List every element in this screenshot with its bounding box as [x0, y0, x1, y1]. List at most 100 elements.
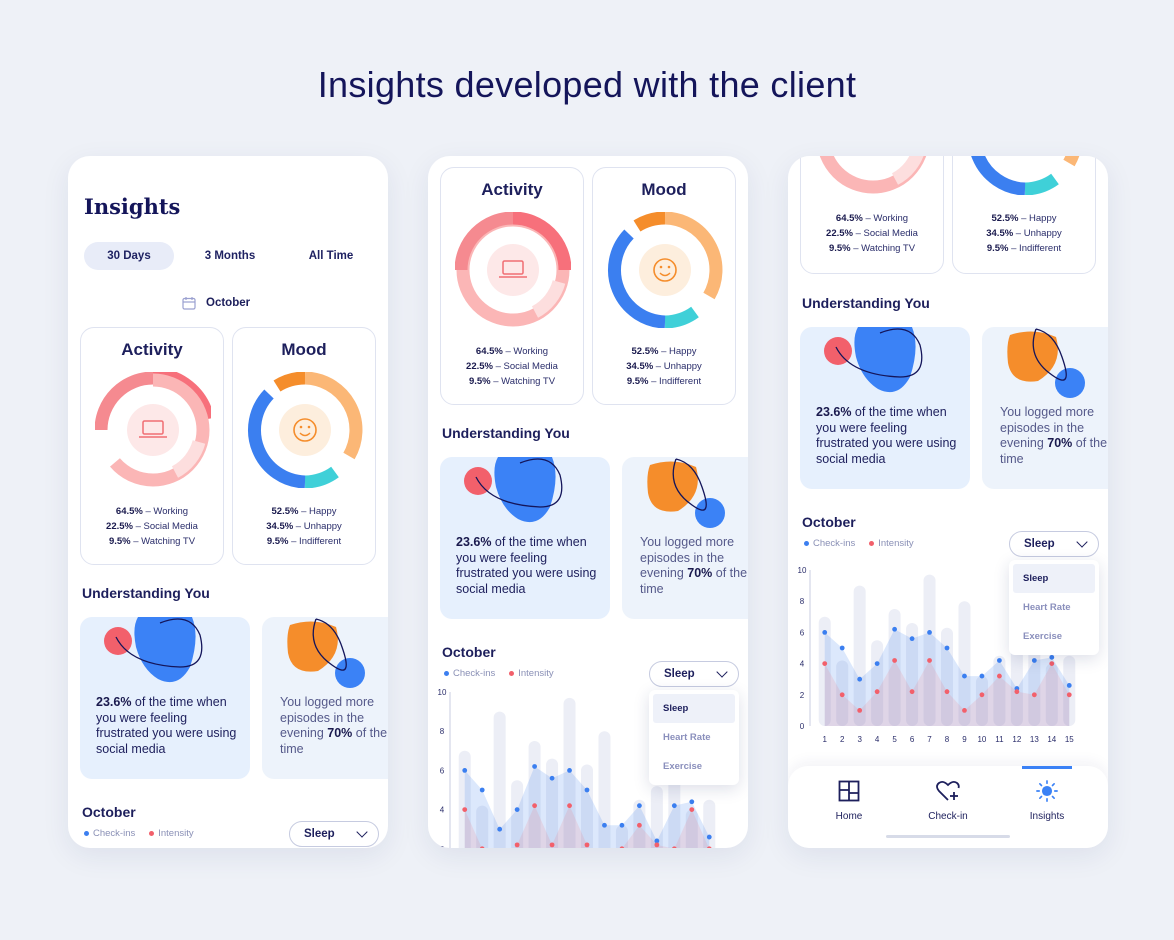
mood-donut: [608, 212, 723, 328]
x-tick-label: 12: [1012, 735, 1021, 744]
point-check-ins: [944, 645, 950, 651]
activity-card[interactable]: Activity 64.5% – Working 22.5% – Social …: [440, 167, 584, 405]
point-check-ins: [1049, 654, 1055, 660]
range-tabs: 30 Days 3 Months All Time: [84, 242, 376, 270]
point-intensity: [619, 846, 625, 848]
series-area-intensity: [464, 805, 709, 848]
point-check-ins: [979, 673, 985, 679]
x-tick-label: 2: [840, 735, 845, 744]
metric-select[interactable]: Sleep: [1009, 531, 1099, 557]
bar: [958, 601, 971, 726]
page-title: Insights: [84, 194, 181, 219]
chart-title: October: [442, 644, 496, 660]
active-tab-indicator: [1022, 766, 1072, 769]
legend-intensity: Intensity: [869, 538, 914, 549]
activity-legend: 64.5% – Working 22.5% – Social Media 9.5…: [106, 506, 198, 547]
blob-illustration: [824, 327, 923, 393]
point-intensity: [979, 692, 985, 698]
point-intensity: [822, 661, 828, 666]
mood-legend: 52.5% – Happy 34.5% – Unhappy 9.5% – Ind…: [986, 213, 1062, 254]
bar: [685, 809, 698, 848]
option-exercise[interactable]: Exercise: [663, 761, 703, 772]
tab-30-days[interactable]: 30 Days: [84, 242, 174, 270]
point-check-ins: [619, 822, 625, 828]
insight-text-social-media: 23.6% of the time when you were feeling …: [816, 405, 957, 466]
bar: [546, 758, 559, 848]
point-check-ins: [497, 826, 503, 832]
x-tick-label: 15: [1065, 735, 1074, 744]
bar: [650, 786, 663, 848]
tab-all-time[interactable]: All Time: [308, 250, 354, 262]
point-check-ins: [532, 764, 537, 769]
insight-text-evening: You logged more episodes in the evening …: [1000, 405, 1108, 466]
page-headline: Insights developed with the client: [317, 64, 857, 105]
mood-card[interactable]: Mood 52.5% – Happy 34.5% – Unhappy 9.5% …: [592, 167, 736, 405]
point-intensity: [584, 842, 590, 848]
point-check-ins: [706, 834, 712, 840]
mood-legend: 52.5% – Happy 34.5% – Unhappy 9.5% – Ind…: [626, 346, 702, 387]
y-tick-label: 10: [438, 688, 447, 697]
point-intensity: [927, 658, 932, 663]
option-heart-rate[interactable]: Heart Rate: [1023, 602, 1071, 613]
option-sleep[interactable]: Sleep: [653, 694, 735, 723]
activity-card[interactable]: 64.5% – Working 22.5% – Social Media 9.5…: [800, 156, 944, 274]
point-intensity: [1049, 661, 1055, 666]
x-tick-label: 14: [1047, 735, 1056, 744]
month-picker[interactable]: October: [182, 296, 250, 310]
metric-select[interactable]: Sleep: [649, 661, 739, 687]
bar: [906, 623, 919, 726]
mood-card[interactable]: 52.5% – Happy 34.5% – Unhappy 9.5% – Ind…: [952, 156, 1096, 274]
insight-card-social-media[interactable]: 23.6% of the time when you were feeling …: [440, 457, 610, 619]
activity-title: Activity: [481, 180, 543, 199]
y-tick-label: 4: [440, 806, 445, 815]
y-tick-label: 4: [800, 660, 805, 669]
tab-3-months[interactable]: 3 Months: [204, 250, 256, 262]
point-check-ins: [1066, 683, 1072, 688]
bottom-nav: Home Check-in Insights: [788, 766, 1108, 848]
section-understanding-you: Understanding You: [82, 585, 210, 601]
insight-card-evening[interactable]: You logged more episodes in the evening …: [262, 617, 388, 779]
bar: [888, 609, 901, 726]
insight-card-evening[interactable]: You logged more episodes in the evening …: [622, 457, 748, 619]
calendar-icon: [182, 297, 196, 310]
y-tick-label: 8: [800, 597, 805, 606]
bar: [598, 731, 611, 848]
chart-title: October: [82, 804, 136, 820]
point-check-ins: [567, 768, 572, 773]
section-understanding-you: Understanding You: [442, 425, 570, 441]
point-check-ins: [892, 626, 897, 632]
mood-card[interactable]: Mood 52.5% – Happy 34.5% – Unhappy 9.5% …: [232, 327, 376, 565]
blob-illustration-2: [647, 458, 725, 528]
metric-select[interactable]: Sleep: [289, 821, 379, 847]
nav-insights[interactable]: Insights: [1007, 780, 1087, 822]
point-intensity: [1031, 692, 1037, 698]
option-sleep[interactable]: Sleep: [1013, 564, 1095, 593]
phone-screen-insights-scrolled: Activity 64.5% – Working 22.5% – Social …: [428, 156, 748, 848]
series-area-check-ins: [824, 629, 1070, 726]
section-understanding-you: Understanding You: [802, 295, 930, 311]
point-intensity: [892, 658, 897, 663]
point-check-ins: [671, 803, 677, 809]
insight-card-evening[interactable]: You logged more episodes in the evening …: [982, 327, 1108, 489]
nav-home[interactable]: Home: [809, 780, 889, 822]
option-heart-rate[interactable]: Heart Rate: [663, 732, 711, 743]
bar: [941, 627, 953, 726]
activity-card[interactable]: Activity 64.5% – Working 22.5% – Social …: [80, 327, 224, 565]
point-check-ins: [549, 775, 555, 781]
x-tick-label: 8: [945, 735, 950, 744]
chevron-down-icon: [356, 826, 368, 838]
blob-illustration-2: [287, 618, 365, 688]
insight-card-social-media[interactable]: 23.6% of the time when you were feeling …: [800, 327, 970, 489]
activity-title: Activity: [121, 340, 183, 359]
x-tick-label: 11: [995, 735, 1004, 744]
bar: [581, 764, 593, 848]
x-tick-label: 7: [927, 735, 932, 744]
bar: [975, 676, 988, 726]
insight-card-social-media[interactable]: 23.6% of the time when you were feeling …: [80, 617, 250, 779]
point-intensity: [874, 689, 880, 695]
point-check-ins: [1031, 658, 1037, 663]
point-intensity: [549, 842, 555, 848]
option-exercise[interactable]: Exercise: [1023, 631, 1063, 642]
activity-donut: [455, 212, 571, 327]
nav-check-in[interactable]: Check-in: [908, 780, 988, 822]
